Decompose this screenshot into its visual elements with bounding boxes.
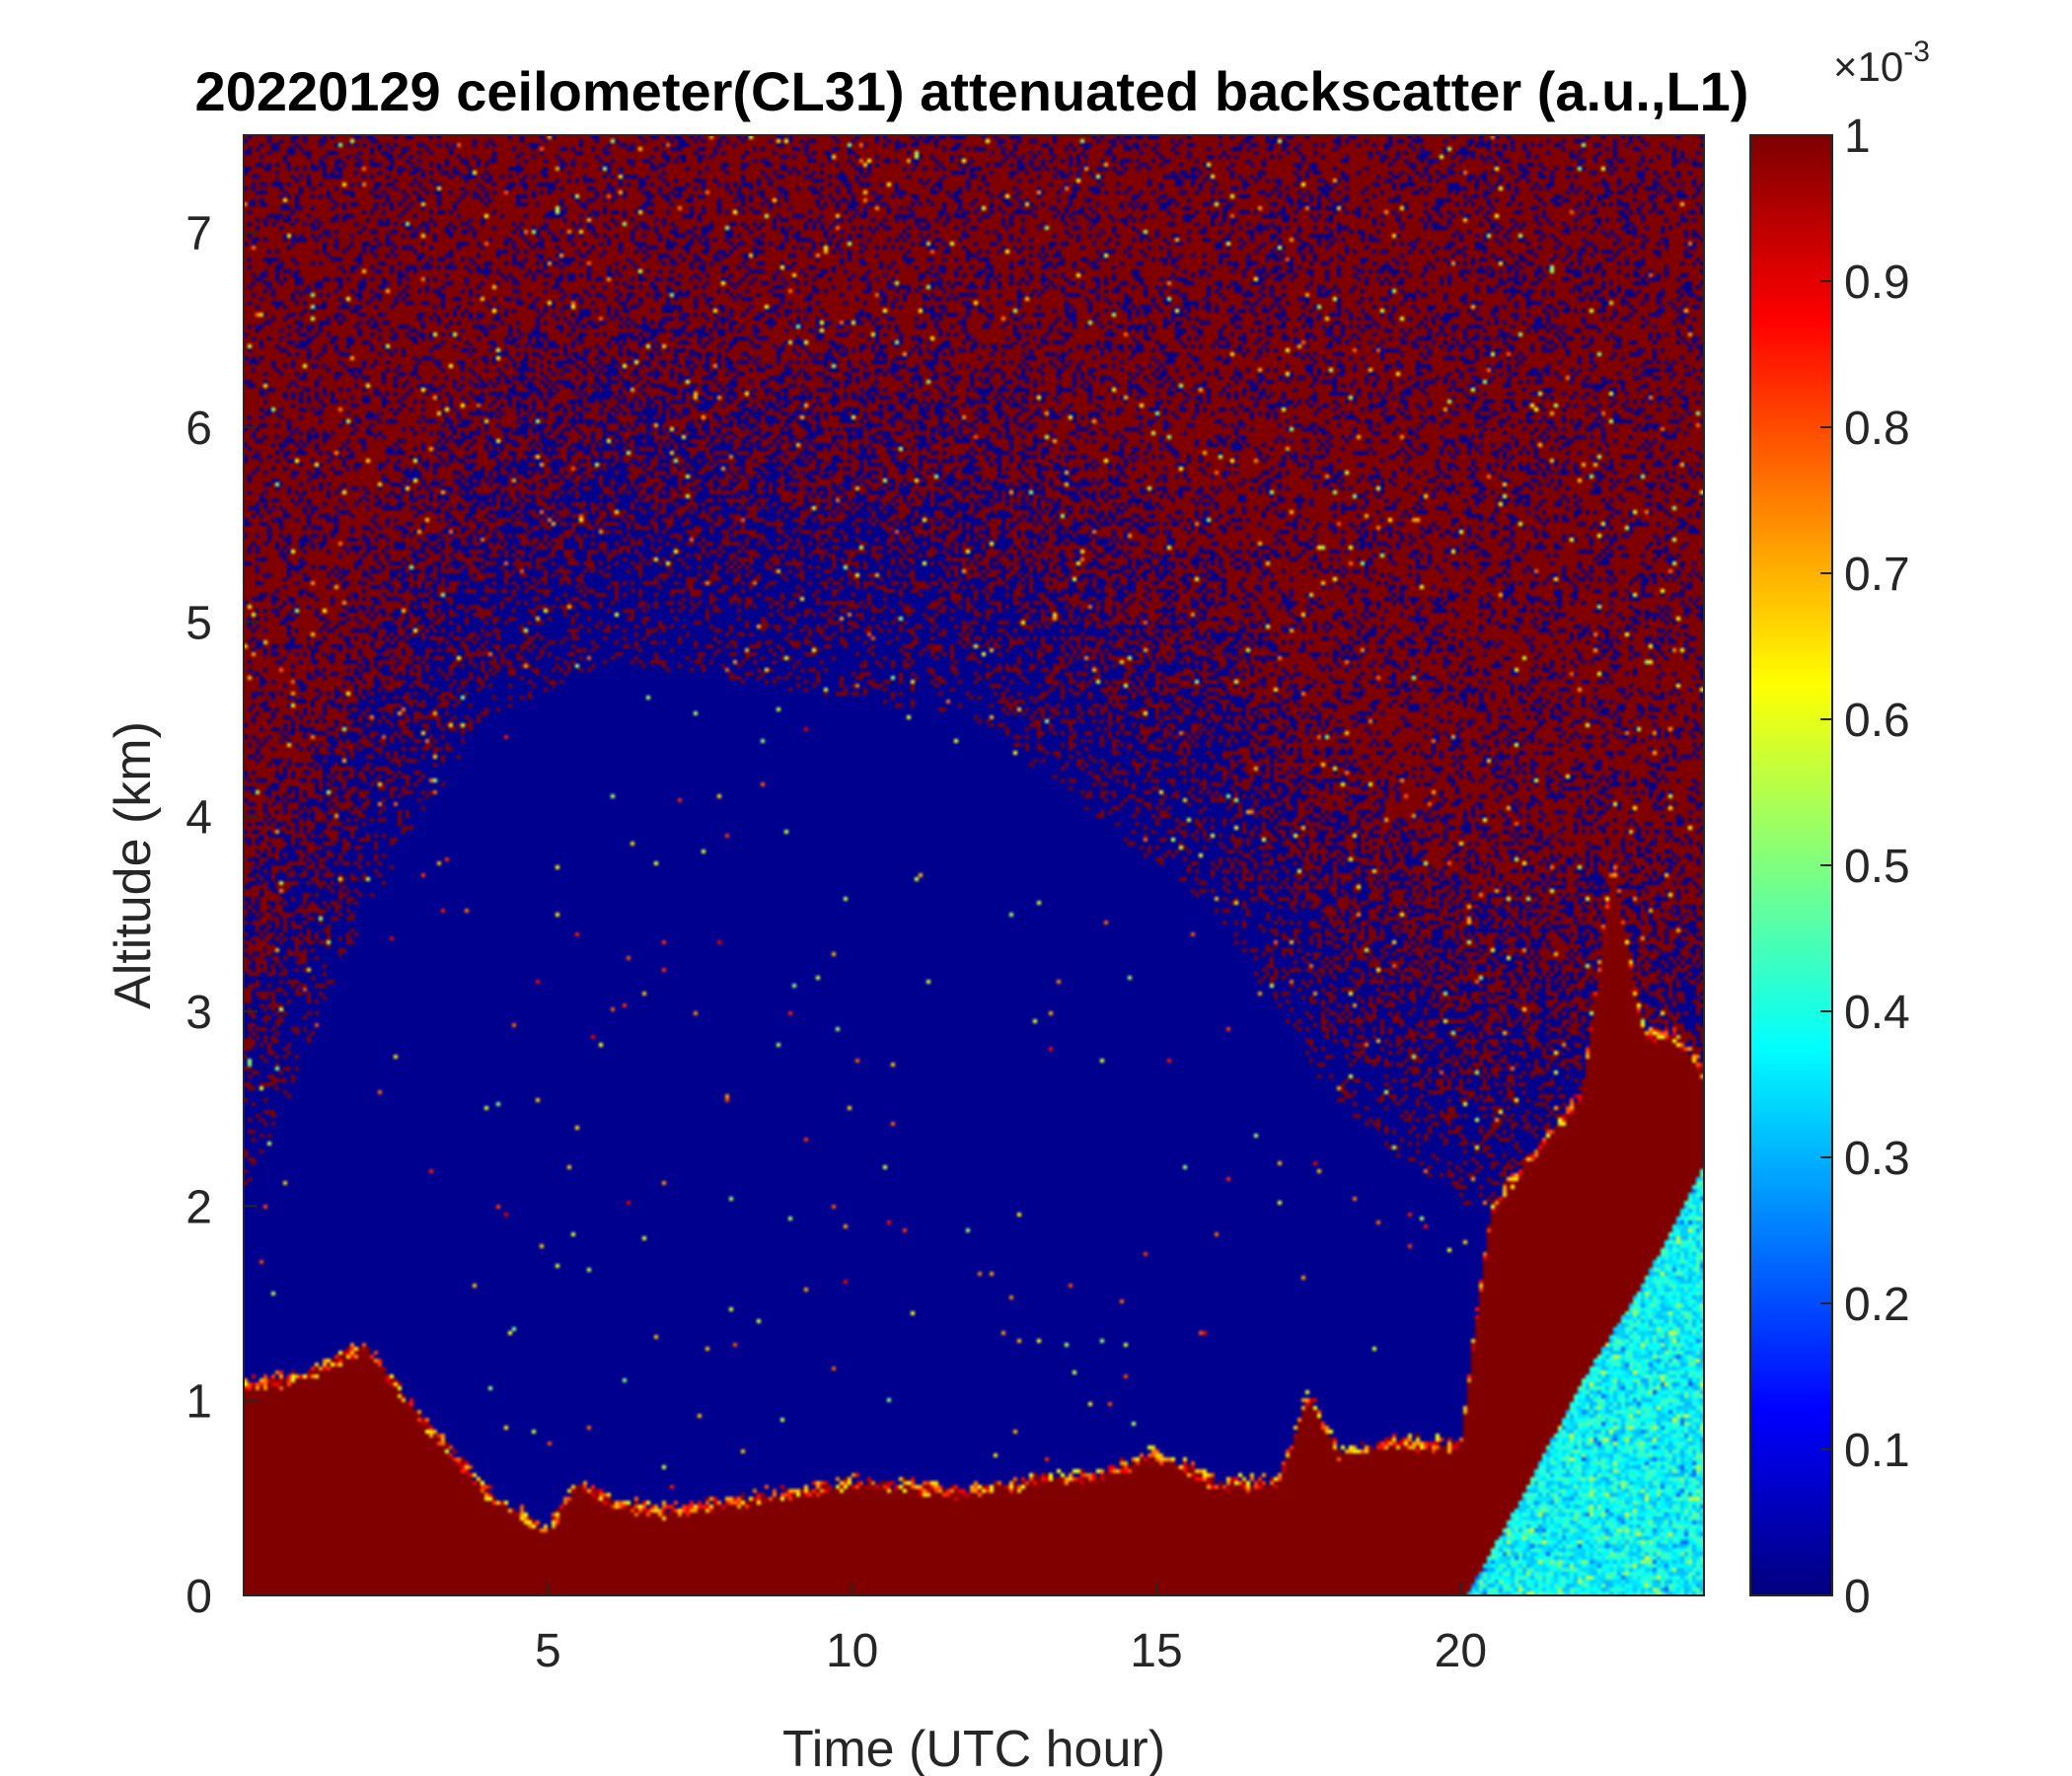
x-axis: 5 10 15 20 [535,1582,1487,1677]
colorbar-tick-label: 1 [1844,111,1871,163]
colorbar-tick-label: 0.9 [1844,257,1910,309]
colorbar-exponent: ×10-3 [1833,36,1930,90]
chart-title: 20220129 ceilometer(CL31) attenuated bac… [195,60,1749,122]
x-tick-label: 5 [535,1625,561,1677]
colorbar-tick-label: 0 [1844,1571,1871,1623]
y-tick-label: 3 [185,987,212,1039]
colorbar-tick-label: 0.5 [1844,841,1910,893]
heatmap-area [243,134,1705,1596]
y-axis-label: Altitude (km) [105,721,162,1009]
colorbar: 0 0.1 0.2 0.3 0.4 0.5 0.6 0.7 0.8 0.9 1 ×10-3 [1749,36,1930,1623]
y-axis: 0 1 2 3 4 5 6 7 [185,208,258,1623]
y-tick-label: 7 [185,208,212,260]
colorbar-ticks: 0 0.1 0.2 0.3 0.4 0.5 0.6 0.7 0.8 0.9 1 [1820,111,1910,1623]
x-tick-label: 15 [1130,1625,1182,1677]
y-tick-label: 5 [185,597,212,649]
colorbar-gradient [1750,135,1832,1595]
plot-frame [243,134,1705,1596]
x-tick-label: 20 [1435,1625,1487,1677]
heatmap-image [244,135,1704,1595]
colorbar-tick-label: 0.1 [1844,1425,1910,1477]
colorbar-tick-label: 0.6 [1844,695,1910,747]
colorbar-tick-label: 0.2 [1844,1279,1910,1331]
x-tick-label: 10 [826,1625,878,1677]
y-tick-label: 1 [185,1376,212,1429]
y-tick-label: 4 [185,792,212,845]
colorbar-tick-label: 0.7 [1844,549,1910,601]
colorbar-tick-label: 0.8 [1844,403,1910,455]
y-tick-label: 0 [185,1571,212,1623]
colorbar-tick-label: 0.4 [1844,987,1910,1039]
y-tick-label: 2 [185,1181,212,1233]
y-tick-label: 6 [185,403,212,455]
colorbar-tick-label: 0.3 [1844,1133,1910,1185]
x-axis-label: Time (UTC hour) [782,1721,1165,1776]
